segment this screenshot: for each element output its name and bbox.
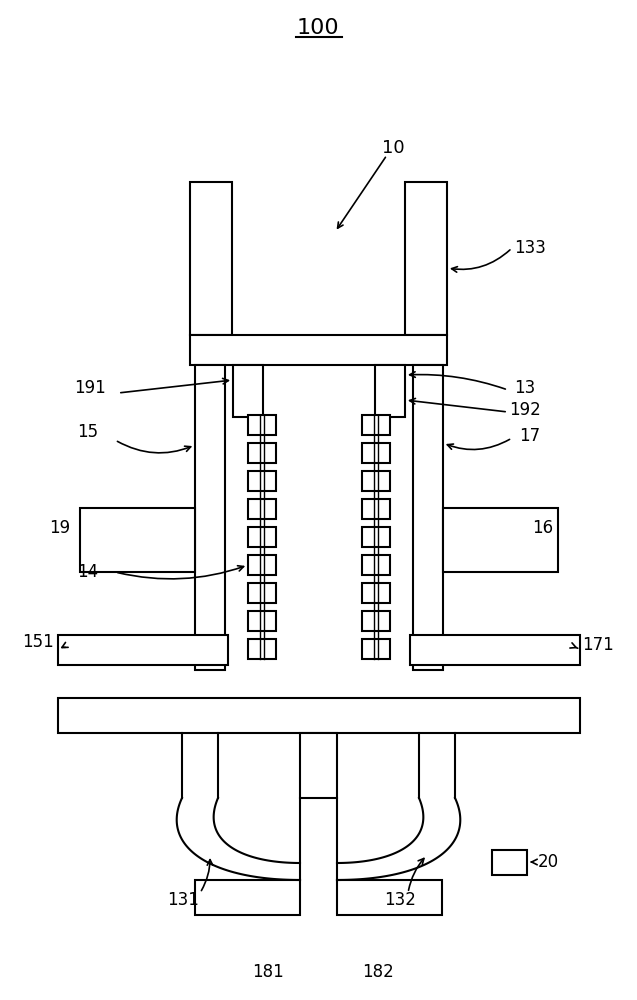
Bar [248, 415, 276, 435]
Text: 10: 10 [382, 139, 404, 157]
Text: 192: 192 [509, 401, 541, 419]
Bar [362, 611, 390, 631]
Bar [362, 583, 390, 603]
Bar [410, 635, 580, 665]
Bar [58, 635, 228, 665]
Bar [300, 733, 337, 798]
Text: 15: 15 [78, 423, 99, 441]
Text: 14: 14 [78, 563, 99, 581]
Bar [362, 415, 390, 435]
Bar [362, 555, 390, 575]
Text: 151: 151 [22, 633, 54, 651]
Text: 182: 182 [362, 963, 394, 981]
Bar [362, 443, 390, 463]
Bar [80, 508, 195, 572]
Text: 17: 17 [519, 427, 541, 445]
Bar [248, 639, 276, 659]
Bar [405, 182, 447, 335]
Bar [248, 555, 276, 575]
Bar [413, 365, 443, 670]
Bar [58, 698, 580, 733]
Text: 133: 133 [514, 239, 546, 257]
Bar [362, 499, 390, 519]
Text: 171: 171 [582, 636, 614, 654]
Text: 20: 20 [538, 853, 559, 871]
Text: 19: 19 [50, 519, 71, 537]
Bar [362, 527, 390, 547]
Bar [337, 880, 442, 915]
Bar [248, 611, 276, 631]
Bar [248, 499, 276, 519]
Bar [195, 880, 300, 915]
Bar [190, 182, 232, 335]
Bar [362, 471, 390, 491]
Text: 132: 132 [384, 891, 416, 909]
Bar [195, 365, 225, 670]
Text: 181: 181 [252, 963, 284, 981]
Text: 16: 16 [533, 519, 554, 537]
Bar [443, 508, 558, 572]
Bar [248, 527, 276, 547]
Bar [248, 583, 276, 603]
Bar [190, 335, 447, 365]
Text: 191: 191 [74, 379, 106, 397]
Bar [492, 850, 527, 875]
Text: 131: 131 [167, 891, 199, 909]
Bar [362, 639, 390, 659]
Bar [375, 365, 405, 417]
Text: 100: 100 [297, 18, 340, 38]
Bar [248, 471, 276, 491]
Text: 13: 13 [514, 379, 536, 397]
Bar [248, 443, 276, 463]
Bar [233, 365, 263, 417]
